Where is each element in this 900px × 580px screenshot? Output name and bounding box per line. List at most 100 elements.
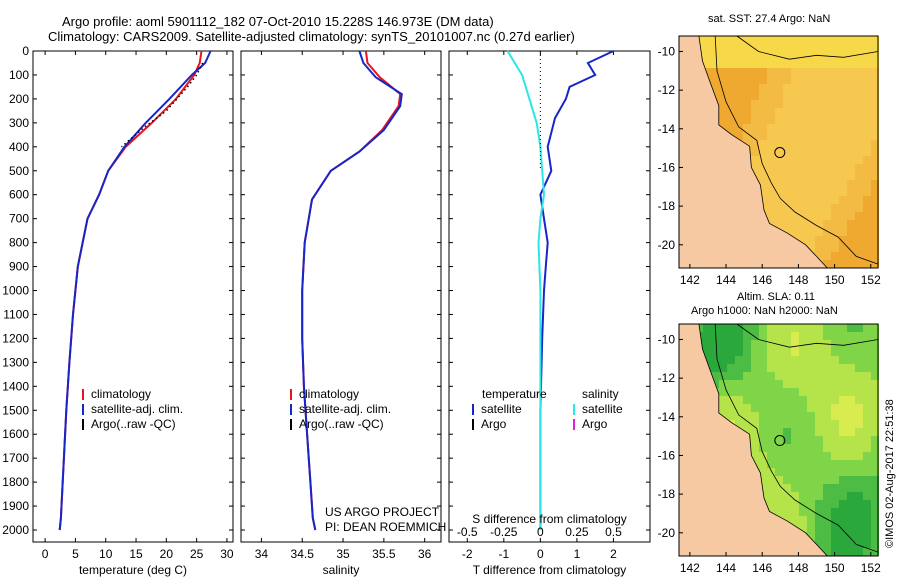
field-cell xyxy=(735,412,743,420)
field-cell xyxy=(791,348,799,356)
field-cell xyxy=(823,332,831,340)
field-cell xyxy=(791,412,799,420)
field-cell xyxy=(743,332,751,340)
field-cell xyxy=(775,484,783,492)
field-cell xyxy=(807,452,815,460)
field-cell xyxy=(823,252,831,260)
field-cell xyxy=(775,452,783,460)
field-cell xyxy=(735,340,743,348)
y-tick-label: 400 xyxy=(9,140,29,154)
field-cell xyxy=(759,380,767,388)
field-cell xyxy=(823,444,831,452)
bathymetry-contour xyxy=(714,323,879,553)
field-cell xyxy=(871,484,879,492)
field-cell xyxy=(823,148,831,156)
field-cell xyxy=(823,236,831,244)
field-cell xyxy=(815,540,823,548)
field-cell xyxy=(863,156,871,164)
field-cell xyxy=(743,340,751,348)
field-cell xyxy=(743,412,751,420)
field-cell xyxy=(791,324,799,332)
field-cell xyxy=(791,404,799,412)
field-cell xyxy=(775,92,783,100)
field-cell xyxy=(775,436,783,444)
field-cell xyxy=(831,500,839,508)
field-cell xyxy=(855,156,863,164)
series-line xyxy=(58,50,203,531)
field-cell xyxy=(847,436,855,444)
field-cell xyxy=(831,180,839,188)
field-cell xyxy=(783,324,791,332)
field-cell xyxy=(847,420,855,428)
field-cell xyxy=(823,476,831,484)
s-tick-label: 0.25 xyxy=(565,525,589,539)
field-cell xyxy=(815,356,823,364)
field-cell xyxy=(735,324,743,332)
field-cell xyxy=(783,420,791,428)
field-cell xyxy=(839,532,847,540)
series-line xyxy=(539,50,614,530)
field-cell xyxy=(831,196,839,204)
field-cell xyxy=(839,212,847,220)
field-cell xyxy=(871,388,879,396)
field-cell xyxy=(815,36,823,44)
field-cell xyxy=(799,476,807,484)
field-cell xyxy=(767,492,775,500)
y-tick-label: -14 xyxy=(658,122,676,136)
field-cell xyxy=(783,228,791,236)
field-cell xyxy=(871,532,879,540)
field-cell xyxy=(855,356,863,364)
field-cell xyxy=(815,196,823,204)
field-cell xyxy=(863,100,871,108)
field-cell xyxy=(719,60,727,68)
field-cell xyxy=(743,380,751,388)
field-cell xyxy=(751,92,759,100)
field-cell xyxy=(711,340,719,348)
field-cell xyxy=(815,76,823,84)
field-cell xyxy=(871,508,879,516)
field-cell xyxy=(775,324,783,332)
field-cell xyxy=(855,396,863,404)
field-cell xyxy=(839,44,847,52)
field-cell xyxy=(831,324,839,332)
field-cell xyxy=(839,364,847,372)
field-cell xyxy=(823,436,831,444)
field-cell xyxy=(767,404,775,412)
field-cell xyxy=(743,372,751,380)
field-cell xyxy=(807,380,815,388)
field-cell xyxy=(711,60,719,68)
land xyxy=(678,323,829,557)
field-cell xyxy=(775,84,783,92)
field-cell xyxy=(823,460,831,468)
field-cell xyxy=(807,212,815,220)
field-cell xyxy=(863,108,871,116)
field-cell xyxy=(807,100,815,108)
field-cell xyxy=(871,84,879,92)
field-cell xyxy=(759,196,767,204)
x-tick-label: 0 xyxy=(537,547,544,561)
field-cell xyxy=(871,380,879,388)
y-tick-label: -10 xyxy=(658,44,676,58)
field-cell xyxy=(871,116,879,124)
field-cell xyxy=(871,188,879,196)
field-cell xyxy=(791,340,799,348)
field-cell xyxy=(847,548,855,556)
field-cell xyxy=(791,172,799,180)
field-cell xyxy=(751,148,759,156)
field-cell xyxy=(871,252,879,260)
field-cell xyxy=(863,180,871,188)
field-cell xyxy=(799,68,807,76)
field-cell xyxy=(823,116,831,124)
field-cell xyxy=(727,92,735,100)
field-cell xyxy=(815,52,823,60)
project-line2: PI: DEAN ROEMMICH xyxy=(325,520,446,534)
field-cell xyxy=(839,92,847,100)
field-cell xyxy=(855,108,863,116)
field-cell xyxy=(847,532,855,540)
y-tick-label: 100 xyxy=(9,68,29,82)
field-cell xyxy=(839,252,847,260)
legend-label: climatology xyxy=(91,387,151,401)
field-cell xyxy=(831,76,839,84)
field-cell xyxy=(711,68,719,76)
field-cell xyxy=(735,100,743,108)
